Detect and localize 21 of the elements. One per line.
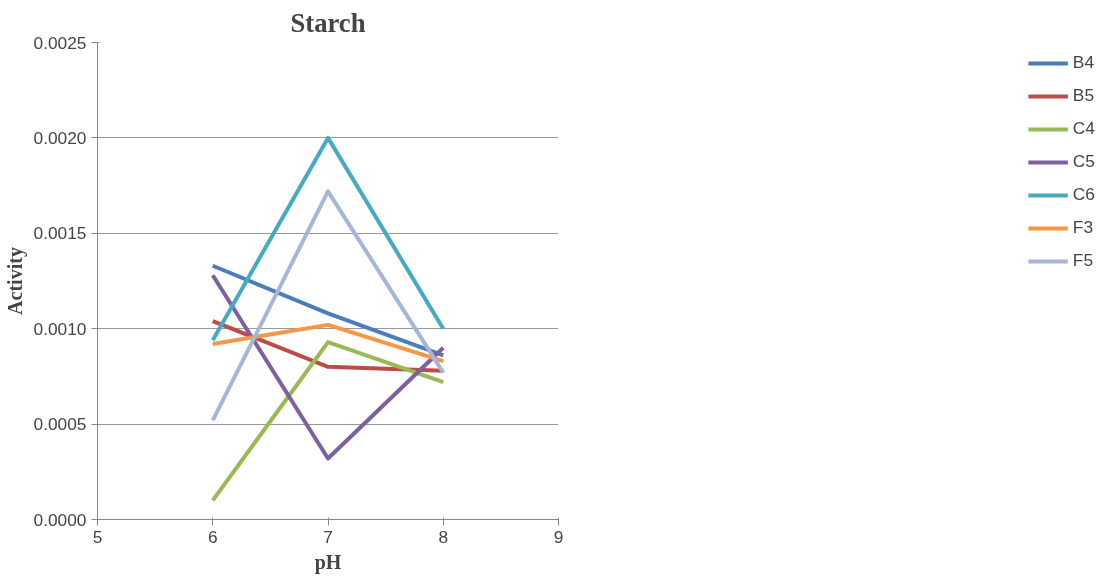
- legend-label: F3: [1072, 217, 1094, 238]
- legend-label: C6: [1072, 184, 1095, 205]
- y-tick-label: 0.0010: [33, 318, 87, 339]
- legend-label: F5: [1072, 250, 1094, 271]
- x-axis-title: pH: [314, 550, 342, 574]
- x-tick-label: 5: [92, 526, 103, 547]
- x-tick-label: 8: [438, 526, 449, 547]
- y-tick-label: 0.0015: [33, 223, 87, 244]
- y-tick-label: 0.0005: [33, 414, 87, 435]
- x-tick-label: 6: [207, 526, 218, 547]
- x-tick-label: 7: [323, 526, 333, 547]
- legend-label: B4: [1072, 52, 1095, 73]
- legend-label: C4: [1072, 118, 1095, 139]
- legend-label: B5: [1072, 85, 1095, 106]
- y-axis-title: Activity: [3, 247, 27, 315]
- x-tick-label: 9: [553, 526, 564, 547]
- chart-title: Starch: [290, 7, 366, 38]
- legend-label: C5: [1072, 151, 1095, 172]
- y-tick-label: 0.0020: [33, 127, 87, 148]
- y-tick-label: 0.0025: [33, 32, 87, 53]
- y-tick-label: 0.0000: [33, 509, 87, 530]
